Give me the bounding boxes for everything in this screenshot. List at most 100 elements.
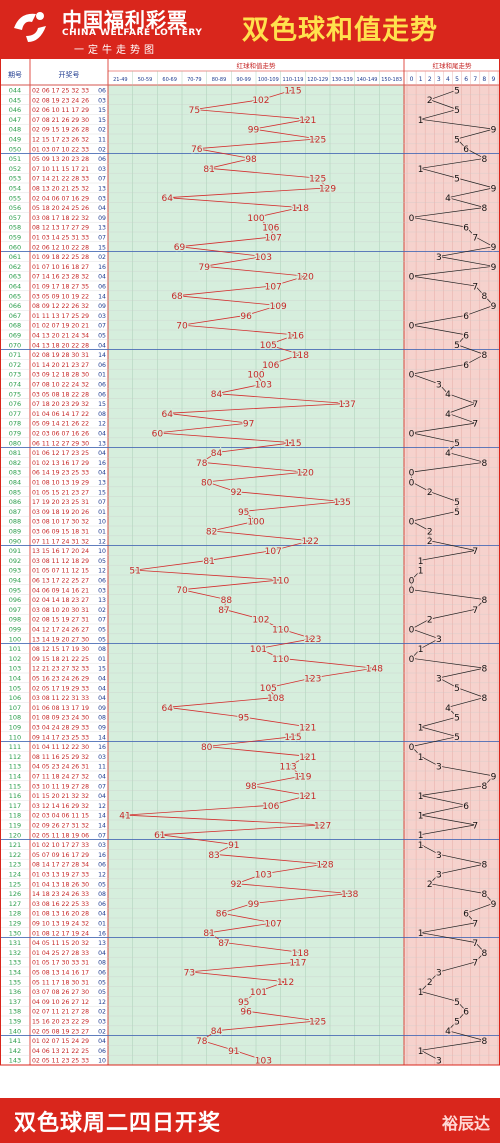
sum-point-label: 92 [231, 880, 242, 890]
blue-ball-cell: 08 [98, 960, 106, 967]
tail-point-label: 1 [418, 988, 424, 998]
tail-point-label: 6 [463, 802, 469, 812]
blue-ball-cell: 09 [98, 303, 106, 310]
tail-point-label: 5 [454, 684, 460, 694]
red-balls-cell: 04 09 10 26 27 12 [32, 999, 89, 1006]
blue-ball-cell: 07 [98, 617, 106, 624]
red-balls-cell: 01 06 08 13 17 19 [32, 705, 89, 712]
red-balls-cell: 01 02 07 19 20 21 [32, 323, 89, 330]
tail-point-label: 1 [418, 116, 424, 126]
sum-point-label: 78 [196, 459, 208, 469]
red-balls-cell: 02 06 12 10 22 28 [32, 244, 89, 251]
period-cell: 136 [9, 988, 21, 996]
sum-point-label: 70 [176, 586, 188, 596]
red-balls-cell: 01 05 07 11 12 15 [32, 568, 89, 575]
tail-point-label: 6 [463, 910, 469, 920]
blue-ball-cell: 12 [98, 568, 106, 575]
red-balls-cell: 01 05 17 30 33 31 [32, 960, 89, 967]
tail-point-label: 5 [454, 1017, 460, 1027]
blue-ball-cell: 13 [98, 480, 106, 487]
period-cell: 045 [9, 96, 21, 104]
red-balls-cell: 04 05 23 24 26 31 [32, 764, 89, 771]
blue-ball-cell: 11 [98, 137, 106, 144]
sum-point-label: 100 [247, 214, 264, 224]
red-balls-cell: 06 13 17 22 25 27 [32, 578, 89, 585]
tail-value-label: 1 [419, 76, 423, 83]
red-balls-cell: 03 05 09 10 19 22 [32, 293, 89, 300]
red-balls-cell: 02 08 19 23 24 26 [32, 97, 89, 104]
period-cell: 139 [9, 1018, 21, 1026]
blue-ball-cell: 15 [98, 107, 106, 114]
blue-ball-cell: 06 [98, 391, 106, 398]
red-balls-cell: 07 08 21 26 29 30 [32, 117, 89, 124]
sum-point-label: 107 [265, 919, 282, 929]
period-cell: 084 [9, 479, 21, 487]
tail-value-label: 0 [410, 76, 414, 83]
sum-point-label: 135 [334, 498, 351, 508]
period-cell: 076 [9, 400, 21, 408]
period-cell: 057 [9, 214, 21, 222]
period-cell: 063 [9, 273, 21, 281]
period-cell: 120 [9, 831, 21, 839]
tail-point-label: 0 [409, 322, 415, 332]
sum-range-label: 120-129 [307, 77, 328, 83]
sum-point-label: 120 [297, 273, 314, 283]
blue-ball-cell: 12 [98, 803, 106, 810]
tail-point-label: 3 [436, 968, 442, 978]
red-balls-cell: 03 07 08 26 27 30 [32, 989, 89, 996]
sum-point-label: 106 [262, 802, 279, 812]
tail-point-label: 9 [491, 243, 497, 253]
sum-point-label: 120 [297, 469, 314, 479]
tail-point-label: 4 [445, 194, 451, 204]
period-cell: 142 [9, 1047, 21, 1055]
blue-ball-cell: 05 [98, 979, 106, 986]
red-balls-cell: 02 05 08 19 23 27 [32, 1028, 89, 1035]
sum-range-label: 140-149 [357, 77, 378, 83]
period-cell: 131 [9, 939, 21, 947]
tail-point-label: 5 [454, 135, 460, 145]
blue-ball-cell: 07 [98, 499, 106, 506]
red-balls-cell: 02 03 06 07 16 26 [32, 431, 89, 438]
sum-point-label: 118 [292, 351, 309, 361]
period-cell: 126 [9, 890, 21, 898]
blue-ball-cell: 16 [98, 460, 106, 467]
logo-en-text: CHINA WELFARE LOTTERY [62, 28, 203, 38]
period-cell: 089 [9, 528, 21, 536]
sum-group-header: 红球和值走势 [237, 61, 277, 70]
blue-ball-cell: 04 [98, 950, 106, 957]
sum-point-label: 115 [284, 733, 301, 743]
red-balls-cell: 01 06 12 17 23 25 [32, 450, 89, 457]
blue-ball-cell: 07 [98, 176, 106, 183]
sum-point-label: 101 [250, 645, 267, 655]
tail-point-label: 3 [436, 870, 442, 880]
red-balls-cell: 01 09 17 18 27 35 [32, 284, 89, 291]
sum-point-label: 117 [289, 959, 306, 969]
blue-ball-cell: 13 [98, 225, 106, 232]
red-balls-cell: 03 08 16 22 25 33 [32, 901, 89, 908]
sum-point-label: 86 [216, 910, 228, 920]
lottery-logo-icon [6, 6, 52, 50]
period-cell: 090 [9, 537, 21, 545]
sum-range-label: 80-89 [212, 77, 227, 83]
period-cell: 072 [9, 361, 21, 369]
red-balls-cell: 05 07 09 16 17 29 [32, 852, 89, 859]
tail-point-label: 1 [418, 792, 424, 802]
period-cell: 051 [9, 155, 21, 163]
red-balls-cell: 06 14 19 23 25 33 [32, 470, 89, 477]
red-balls-cell: 15 16 20 23 22 29 [32, 1019, 89, 1026]
tail-point-label: 9 [491, 900, 497, 910]
sum-point-label: 81 [203, 929, 214, 939]
blue-ball-cell: 13 [98, 440, 106, 447]
tail-point-label: 7 [472, 939, 478, 949]
tail-point-label: 5 [454, 714, 460, 724]
period-cell: 138 [9, 1008, 21, 1016]
tail-point-label: 4 [445, 704, 451, 714]
blue-ball-cell: 08 [98, 411, 106, 418]
sum-point-label: 87 [218, 606, 229, 616]
tail-point-label: 1 [418, 812, 424, 822]
sum-point-label: 79 [198, 263, 210, 273]
blue-ball-cell: 16 [98, 930, 106, 937]
blue-ball-cell: 12 [98, 538, 106, 545]
numbers-column-header: 开奖号 [59, 70, 80, 79]
blue-ball-cell: 14 [98, 823, 106, 830]
